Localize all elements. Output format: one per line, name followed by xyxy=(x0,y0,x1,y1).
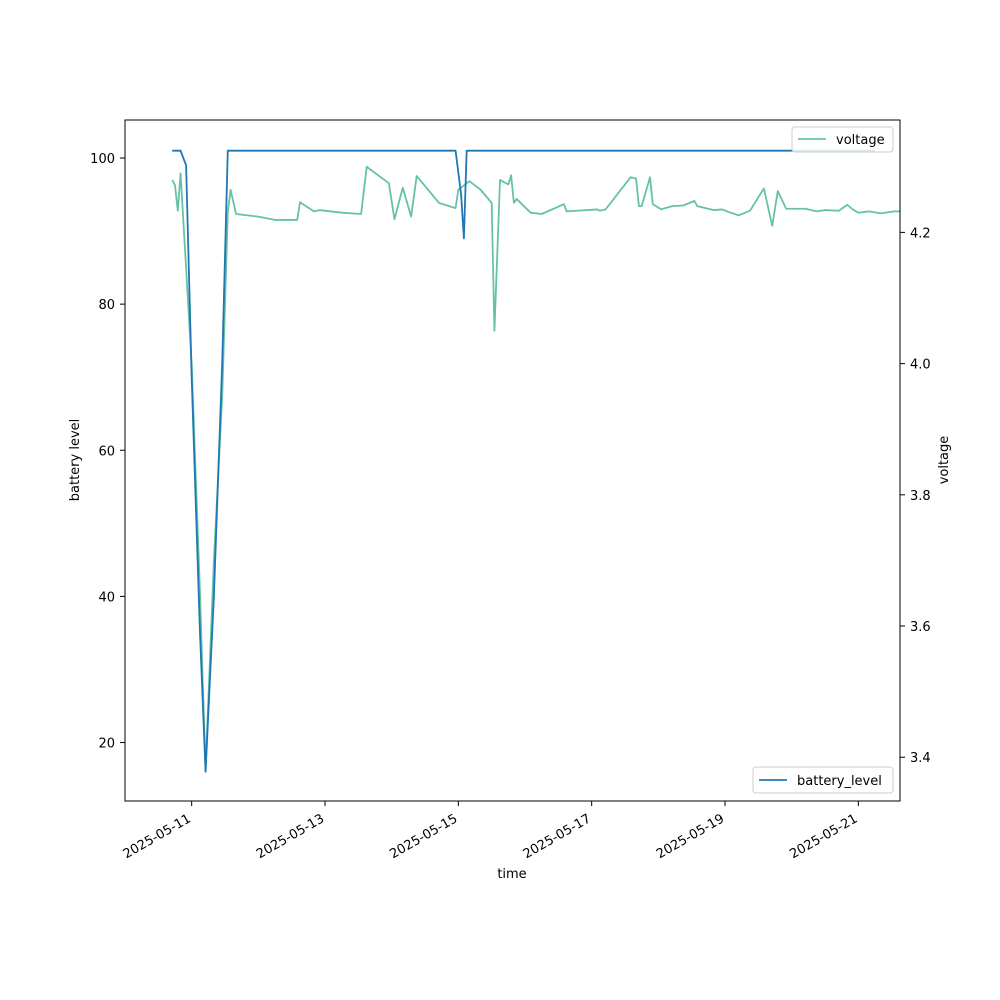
y-right-tick-label: 4.2 xyxy=(910,226,931,241)
y-axis-label-left: battery level xyxy=(68,419,83,502)
x-axis-label: time xyxy=(497,867,526,882)
series-line-battery-level xyxy=(172,149,875,773)
y-right-tick-label: 3.8 xyxy=(910,489,931,504)
y-left-tick-label: 60 xyxy=(98,444,115,459)
legend-voltage-label: voltage xyxy=(836,133,885,148)
plot-area xyxy=(171,149,900,773)
y-right-tick-label: 4.0 xyxy=(910,358,931,373)
y-left-tick-label: 80 xyxy=(98,298,115,313)
y-axis-label-right: voltage xyxy=(937,436,952,485)
series-line-voltage xyxy=(171,165,900,772)
legend-voltage: voltage xyxy=(791,126,894,153)
legend-battery-level-label: battery_level xyxy=(797,774,882,789)
legend-battery-level-box xyxy=(752,766,894,794)
y-left-tick-label: 40 xyxy=(98,590,115,605)
y-right-tick-label: 3.6 xyxy=(910,620,931,635)
y-left-tick-label: 20 xyxy=(98,737,115,752)
y-right-tick-label: 3.4 xyxy=(910,751,931,766)
legend-voltage-box xyxy=(791,126,894,153)
axes-frame xyxy=(124,119,901,802)
y-left-tick-label: 100 xyxy=(90,152,115,167)
legend-battery-level: battery_level xyxy=(752,766,894,794)
